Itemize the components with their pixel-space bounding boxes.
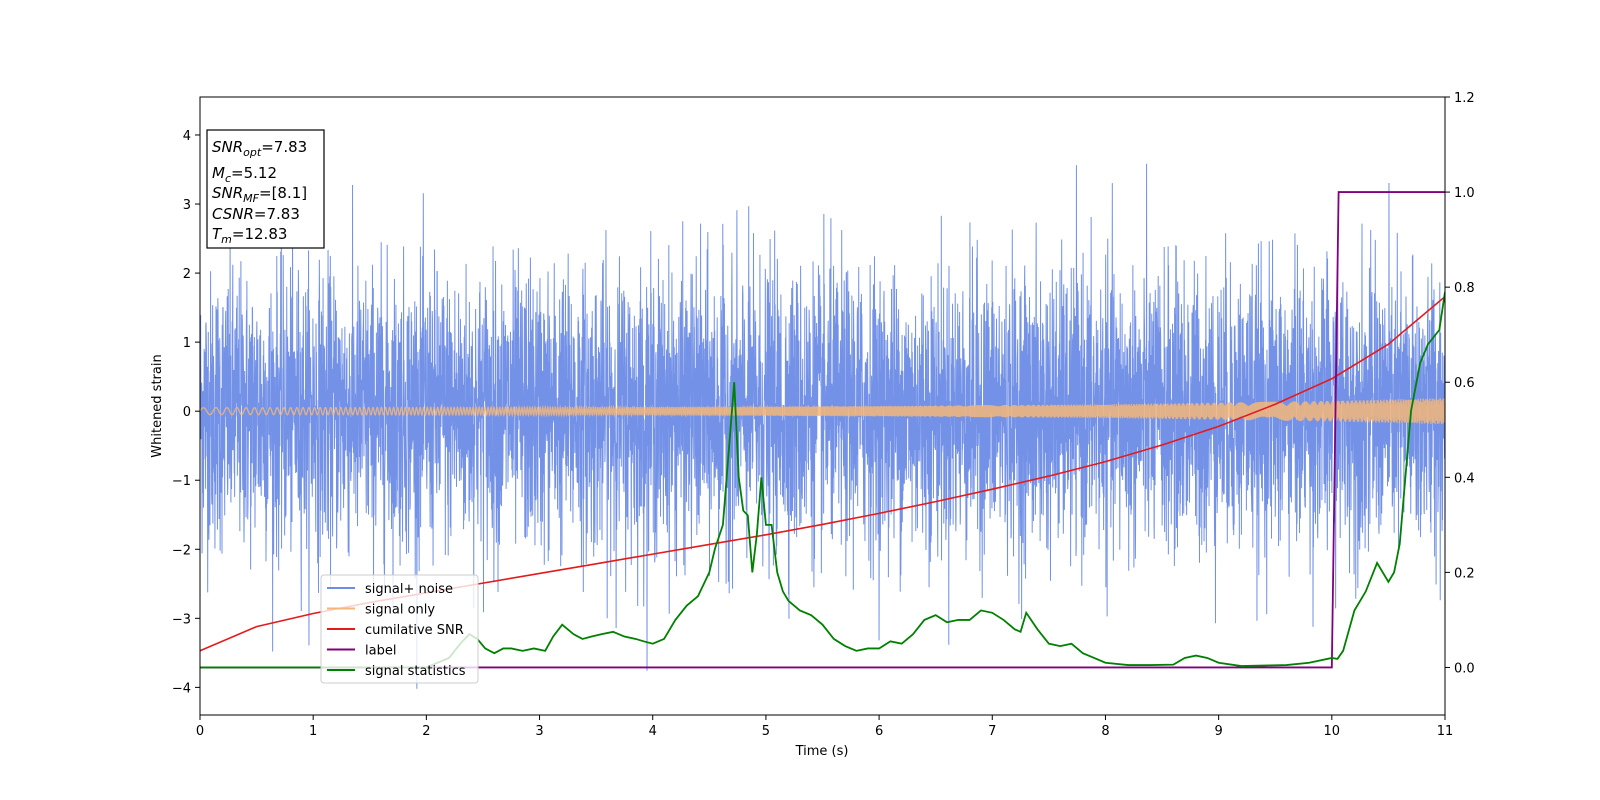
x-tick-label: 5 <box>762 724 770 739</box>
y2-tick-label: 1.0 <box>1454 186 1475 201</box>
y-axis-right: 0.0 0.2 0.4 0.6 0.8 1.0 1.2 <box>1445 91 1475 676</box>
series-signal-statistics-line <box>200 291 1445 669</box>
x-tick-label: 4 <box>649 724 657 739</box>
x-tick-label: 0 <box>196 724 204 739</box>
y2-tick-label: 0.6 <box>1454 376 1475 391</box>
y-tick-label: 1 <box>183 336 191 351</box>
info-box-frame <box>206 129 325 249</box>
legend-entry: label <box>365 644 396 659</box>
series-signal-only-line <box>200 398 1445 425</box>
y-tick-label: 2 <box>183 267 191 282</box>
x-axis: 0 1 2 3 4 5 6 7 8 9 10 11 <box>196 715 1453 739</box>
y-tick-label: −1 <box>172 474 191 489</box>
y-tick-label: 4 <box>183 129 191 144</box>
x-tick-label: 2 <box>422 724 430 739</box>
y2-tick-label: 0.2 <box>1454 566 1475 581</box>
y-tick-label: −2 <box>172 543 191 558</box>
legend-entry: cumilative SNR <box>365 623 464 638</box>
info-line: CSNR=7.83 <box>212 205 300 223</box>
x-tick-label: 7 <box>988 724 996 739</box>
legend: signal+ noise signal only cumilative SNR la… <box>320 574 479 684</box>
x-tick-label: 1 <box>309 724 317 739</box>
legend-entry: signal statistics <box>365 664 466 679</box>
y2-tick-label: 0.8 <box>1454 281 1475 296</box>
legend-entry: signal only <box>365 603 435 618</box>
plot-frame <box>199 96 1446 716</box>
y-tick-label: 3 <box>183 198 191 213</box>
info-line: SNRopt=7.83 <box>212 138 307 159</box>
y-axis-title: Whitened strain <box>150 354 165 457</box>
y-tick-label: −4 <box>172 681 191 696</box>
x-tick-label: 10 <box>1324 724 1341 739</box>
y-tick-label: −3 <box>172 612 191 627</box>
y-tick-label: 0 <box>183 405 191 420</box>
info-line: Mc=5.12 <box>212 164 277 185</box>
legend-entry: signal+ noise <box>365 582 453 597</box>
x-tick-label: 9 <box>1214 724 1222 739</box>
x-tick-label: 8 <box>1101 724 1109 739</box>
x-tick-label: 6 <box>875 724 883 739</box>
y2-tick-label: 0.0 <box>1454 661 1475 676</box>
info-line: SNRMF=[8.1] <box>212 184 307 205</box>
y2-tick-label: 0.4 <box>1454 471 1475 486</box>
x-tick-label: 3 <box>535 724 543 739</box>
legend-frame <box>320 574 479 684</box>
y2-tick-label: 1.2 <box>1454 91 1475 106</box>
x-axis-title: Time (s) <box>795 744 849 759</box>
y-axis-left: −4 −3 −2 −1 0 1 2 3 4 <box>172 129 200 696</box>
info-line: Tm=12.83 <box>212 225 287 246</box>
x-tick-label: 11 <box>1437 724 1454 739</box>
series-label-line <box>200 191 1445 669</box>
